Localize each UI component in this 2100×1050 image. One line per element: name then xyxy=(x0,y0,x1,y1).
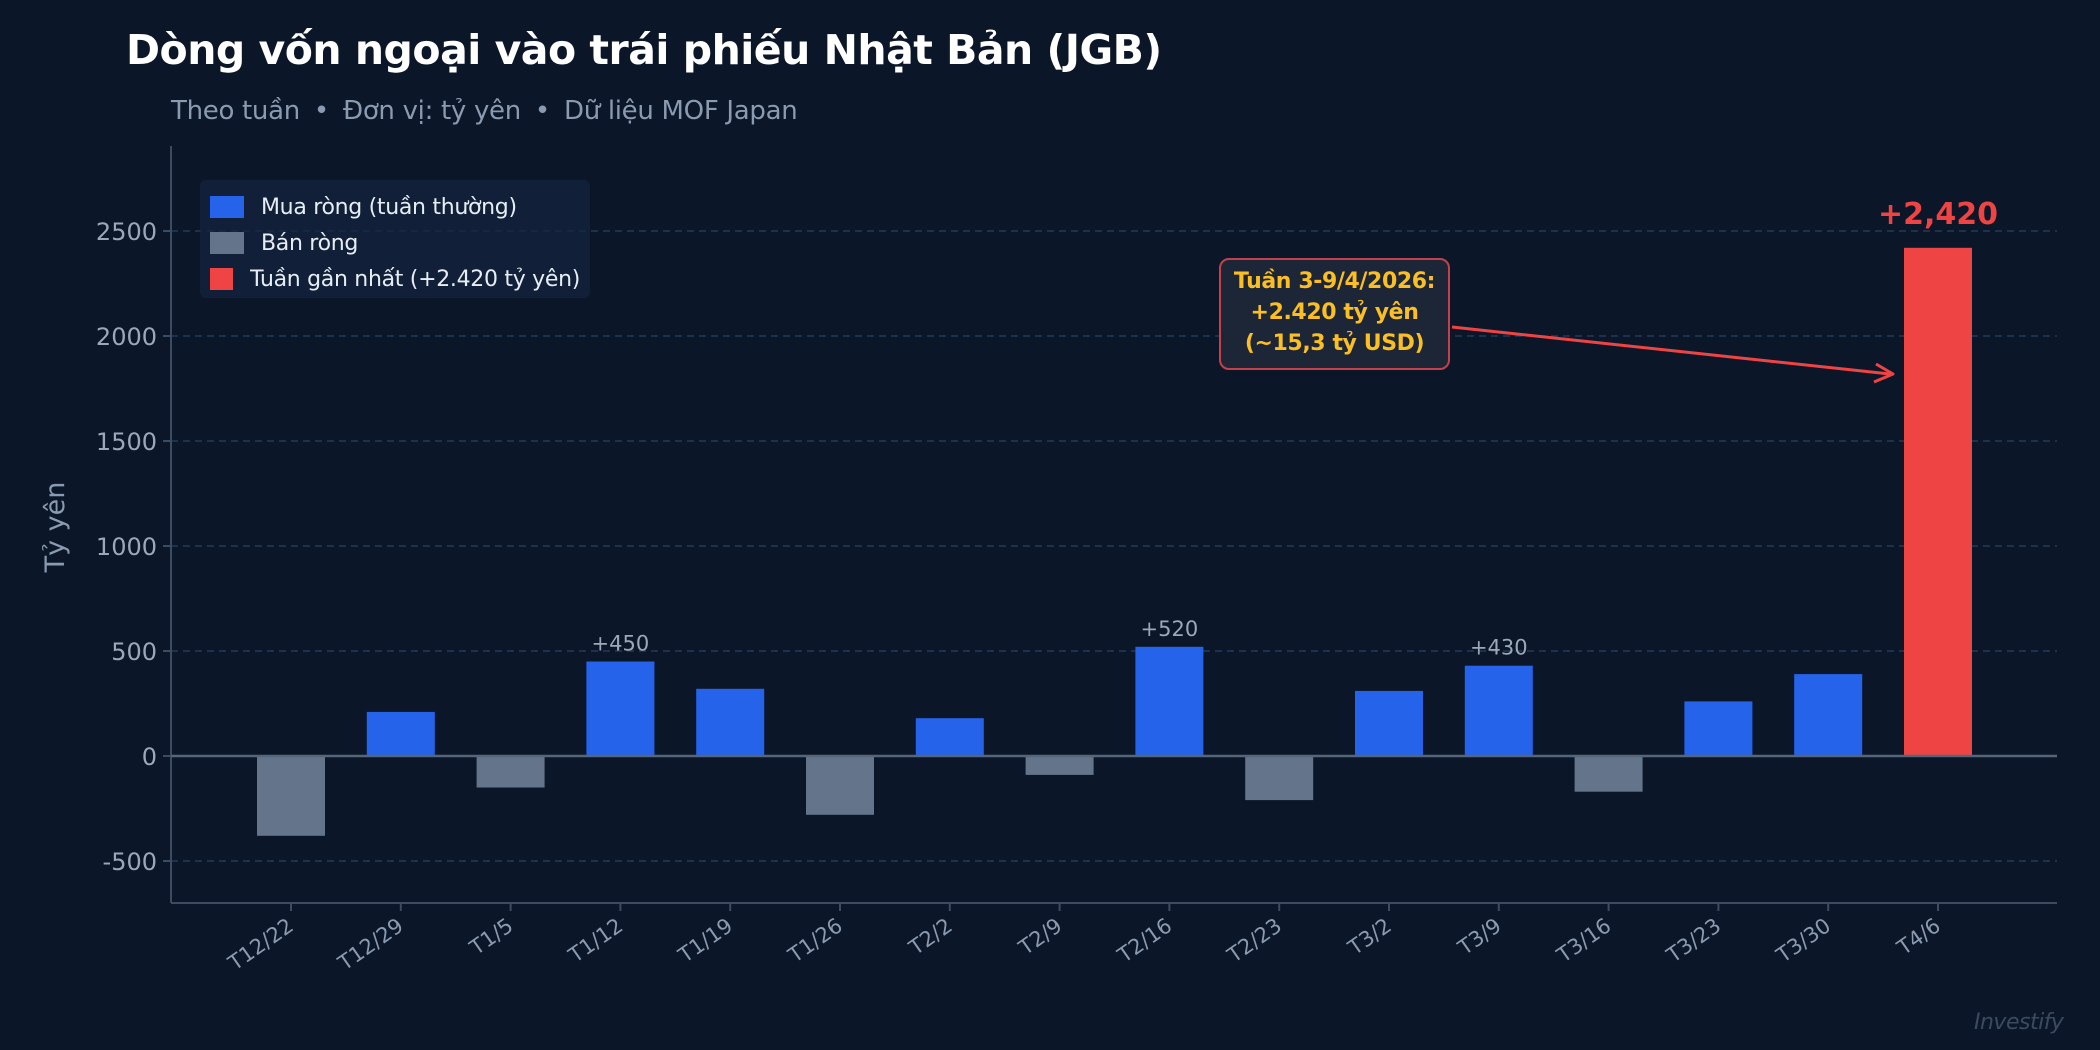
legend-swatch-red xyxy=(210,268,234,290)
y-tick-label: 1500 xyxy=(96,428,157,456)
bar-t3-2 xyxy=(1355,690,1423,756)
annotation-line-week: Tuần 3-9/4/2026: xyxy=(1233,269,1436,294)
legend: Mua ròng (tuần thường) Bán ròng Tuần gần… xyxy=(200,180,590,298)
x-tick-label: T3/30 xyxy=(1771,913,1835,968)
legend-item-latest-week: Tuần gần nhất (+2.420 tỷ yên) xyxy=(210,261,580,297)
y-axis-label: Tỷ yên xyxy=(40,482,71,574)
x-tick-label: T1/12 xyxy=(564,913,628,968)
subtitle-separator: • xyxy=(313,96,329,126)
x-axis: T12/22 T12/29 T1/5 T1/12 T1/19 T1/26 T2/2 T2/9 T… xyxy=(171,902,2057,976)
bar-t4-6 xyxy=(1904,247,1972,757)
x-tick-label: T12/22 xyxy=(223,913,298,975)
gridlines xyxy=(171,230,2057,862)
x-tick-label: T3/23 xyxy=(1662,913,1726,968)
x-tick-label: T2/16 xyxy=(1113,913,1177,968)
x-tick-label: T1/26 xyxy=(783,913,847,968)
bars: +450 +520 +430 +2,420 xyxy=(171,197,2057,836)
y-tick-label: 1000 xyxy=(96,533,157,561)
legend-swatch-gray xyxy=(210,232,244,254)
y-tick-label: 2500 xyxy=(96,218,157,246)
annotation-line-yen: +2.420 tỷ yên xyxy=(1250,300,1419,325)
y-tick-label: 2000 xyxy=(96,323,157,351)
bar-t12-29 xyxy=(366,711,435,756)
arrowhead-icon xyxy=(1873,362,1895,384)
bar-t2-23 xyxy=(1245,756,1314,801)
bar-value-label: +450 xyxy=(592,632,650,656)
bar-t12-22 xyxy=(257,756,325,836)
bar-t1-5 xyxy=(476,756,545,788)
peak-value-label: +2,420 xyxy=(1878,197,1998,232)
legend-label: Bán ròng xyxy=(261,230,359,256)
bar-t3-9 xyxy=(1464,665,1533,756)
bar-t2-2 xyxy=(915,718,984,756)
x-tick-label: T12/29 xyxy=(333,913,408,975)
x-tick-label: T2/2 xyxy=(904,913,957,960)
bar-value-label: +430 xyxy=(1470,636,1528,660)
legend-label: Tuần gần nhất (+2.420 tỷ yên) xyxy=(250,266,580,292)
annotation-line-usd: (~15,3 tỷ USD) xyxy=(1244,331,1425,356)
bar-t1-26 xyxy=(806,756,874,815)
bar-value-label: +520 xyxy=(1141,617,1199,641)
y-axis: -500 0 500 1000 1500 2000 2500 xyxy=(96,146,172,903)
chart-subtitle: Theo tuần • Đơn vị: tỷ yên • Dữ liệu MOF Jap… xyxy=(171,96,798,126)
bar-t3-30 xyxy=(1794,674,1863,756)
x-tick-label: T4/6 xyxy=(1892,913,1945,960)
subtitle-frequency: Theo tuần xyxy=(171,96,300,126)
bar-t1-19 xyxy=(696,688,765,756)
bar-t3-16 xyxy=(1574,756,1643,792)
bar-t3-23 xyxy=(1684,701,1753,756)
x-tick-label: T1/5 xyxy=(465,913,518,960)
legend-swatch-blue xyxy=(210,196,244,218)
x-tick-label: T1/19 xyxy=(673,913,737,968)
x-tick-label: T3/16 xyxy=(1552,913,1616,968)
bar-t2-9 xyxy=(1025,756,1094,775)
annotation-arrow xyxy=(1451,325,1891,376)
subtitle-separator: • xyxy=(534,96,550,126)
legend-item-net-buy: Mua ròng (tuần thường) xyxy=(210,189,580,225)
x-tick-label: T2/9 xyxy=(1014,913,1067,960)
subtitle-source: Dữ liệu MOF Japan xyxy=(563,96,798,126)
legend-item-net-sell: Bán ròng xyxy=(210,225,580,261)
annotation-callout: Tuần 3-9/4/2026: +2.420 tỷ yên (~15,3 tỷ… xyxy=(1219,258,1450,370)
x-tick-label: T3/9 xyxy=(1453,913,1506,960)
watermark-logo: Investify xyxy=(1974,1010,2064,1035)
y-tick-label: 0 xyxy=(142,743,157,771)
y-tick-label: -500 xyxy=(103,848,157,876)
y-tick-label: 500 xyxy=(111,638,157,666)
bar-t1-12 xyxy=(586,661,655,756)
legend-label: Mua ròng (tuần thường) xyxy=(261,194,517,220)
chart-title: Dòng vốn ngoại vào trái phiếu Nhật Bản (… xyxy=(126,26,1162,74)
x-tick-label: T2/23 xyxy=(1222,913,1286,968)
x-tick-label: T3/2 xyxy=(1343,913,1396,960)
subtitle-unit: Đơn vị: tỷ yên xyxy=(342,96,521,126)
bar-t2-16 xyxy=(1135,646,1204,756)
